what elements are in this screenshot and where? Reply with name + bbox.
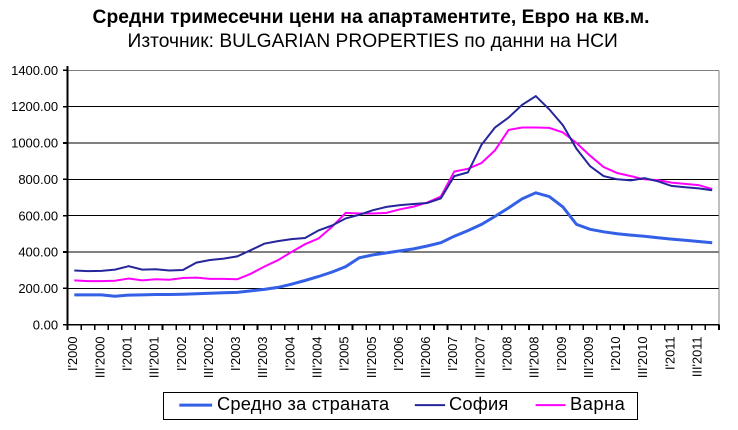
svg-text:I'2006: I'2006	[391, 337, 406, 371]
svg-text:III'2004: III'2004	[310, 337, 325, 379]
svg-text:III'2003: III'2003	[255, 337, 270, 379]
svg-text:I'2001: I'2001	[120, 337, 135, 371]
svg-text:I'2000: I'2000	[65, 337, 80, 371]
svg-text:III'2010: III'2010	[635, 337, 650, 379]
svg-text:III'2002: III'2002	[201, 337, 216, 379]
svg-text:I'2004: I'2004	[282, 337, 297, 371]
svg-text:I'2011: I'2011	[662, 337, 677, 371]
svg-text:I'2005: I'2005	[337, 337, 352, 371]
svg-text:III'2011: III'2011	[690, 337, 705, 378]
svg-text:I'2002: I'2002	[174, 337, 189, 371]
svg-text:I'2008: I'2008	[500, 337, 515, 371]
svg-text:I'2003: I'2003	[228, 337, 243, 371]
svg-text:I'2009: I'2009	[554, 337, 569, 371]
svg-text:III'2006: III'2006	[418, 337, 433, 379]
svg-text:200.00: 200.00	[18, 281, 58, 296]
svg-text:III'2005: III'2005	[364, 337, 379, 379]
svg-text:0.00: 0.00	[33, 317, 58, 332]
svg-text:1200.00: 1200.00	[11, 99, 58, 114]
svg-text:600.00: 600.00	[18, 208, 58, 223]
svg-text:I'2007: I'2007	[445, 337, 460, 371]
svg-text:III'2009: III'2009	[581, 337, 596, 379]
svg-text:400.00: 400.00	[18, 245, 58, 260]
svg-text:III'2001: III'2001	[147, 337, 162, 379]
svg-text:1000.00: 1000.00	[11, 136, 58, 151]
svg-text:800.00: 800.00	[18, 172, 58, 187]
svg-text:III'2008: III'2008	[527, 337, 542, 379]
svg-text:III'2000: III'2000	[92, 337, 107, 379]
svg-text:1400.00: 1400.00	[11, 63, 58, 78]
svg-text:III'2007: III'2007	[472, 337, 487, 379]
svg-text:I'2010: I'2010	[608, 337, 623, 371]
